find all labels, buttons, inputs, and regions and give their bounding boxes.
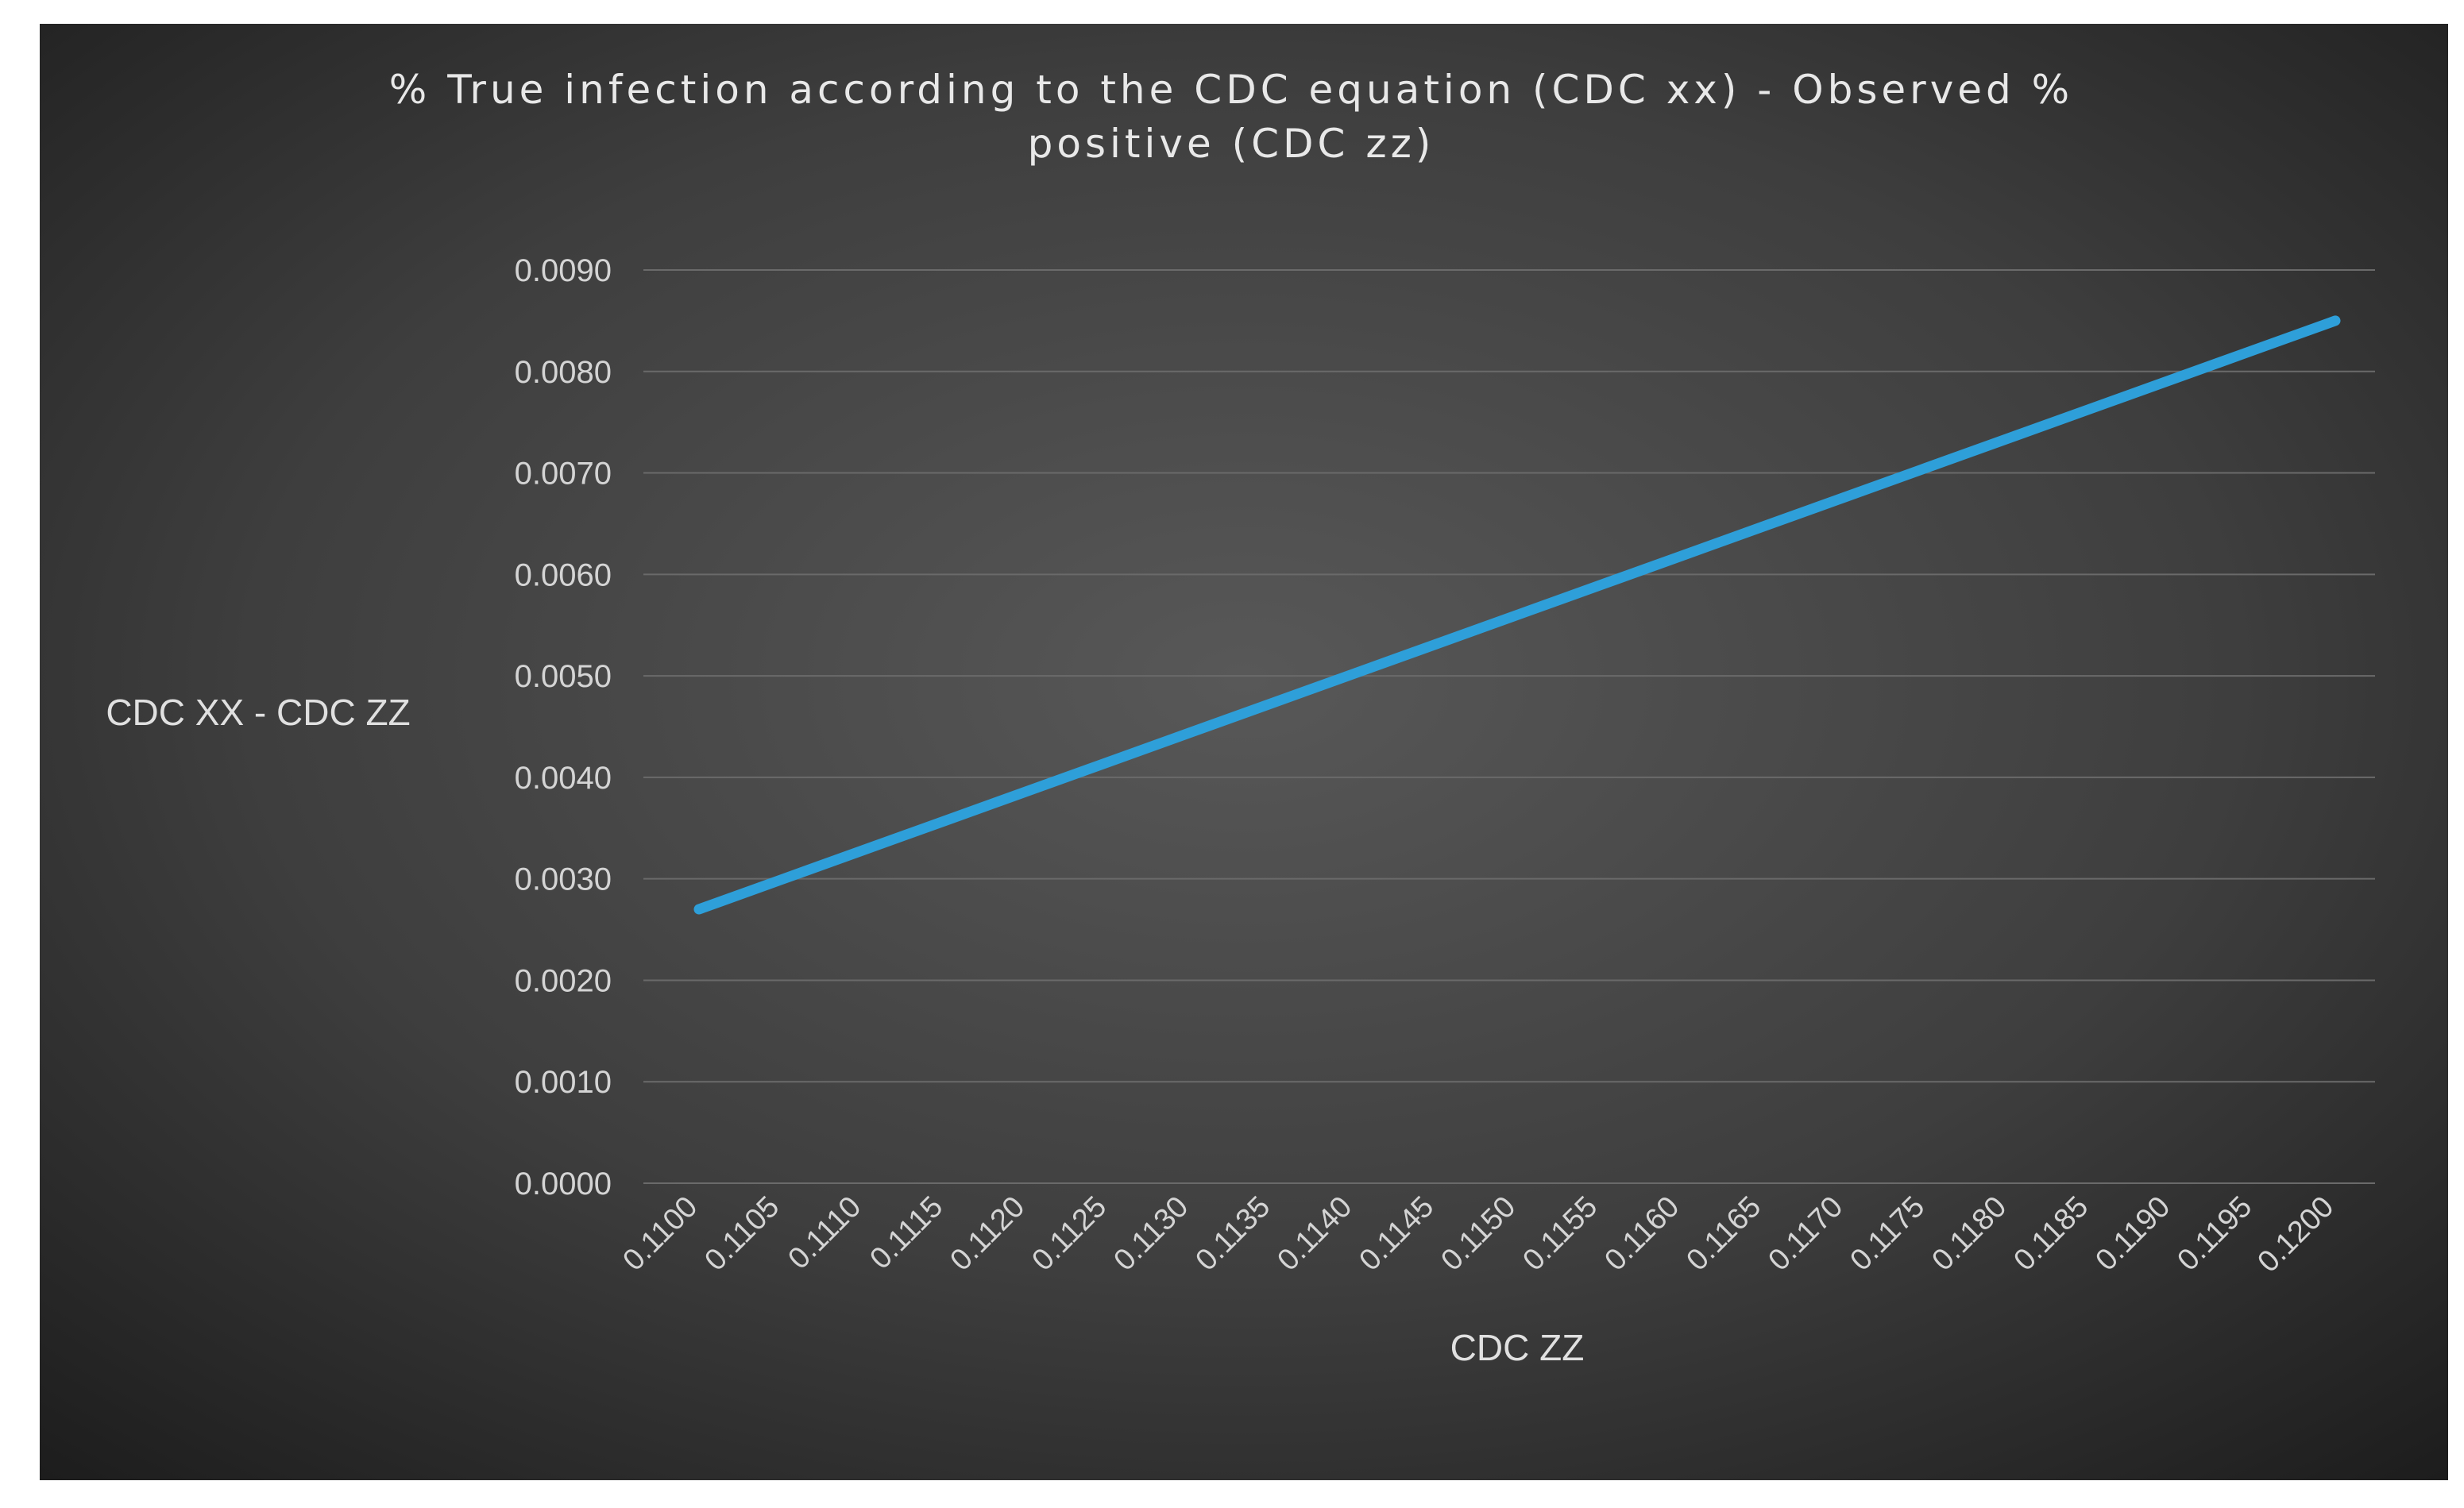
y-tick-label: 0.0060 <box>515 557 612 592</box>
y-tick-label: 0.0000 <box>515 1167 612 1201</box>
y-axis-ticks: 0.0000 0.0010 0.0020 0.0030 0.0040 0.0050 0.00… <box>515 253 612 1201</box>
y-tick-label: 0.0010 <box>515 1065 612 1100</box>
y-tick-label: 0.0040 <box>515 761 612 796</box>
chart-background <box>40 24 2448 1480</box>
y-tick-label: 0.0050 <box>515 659 612 694</box>
gridlines <box>643 269 2375 1184</box>
y-tick-label: 0.0090 <box>515 253 612 288</box>
chart-frame: % True infection according to the CDC eq… <box>40 24 2448 1480</box>
line-chart: % True infection according to the CDC eq… <box>40 24 2448 1480</box>
chart-title-line-2: positive (CDC zz) <box>1028 121 1435 167</box>
y-tick-label: 0.0070 <box>515 457 612 492</box>
series-line <box>693 315 2341 915</box>
y-tick-label: 0.0020 <box>515 963 612 998</box>
y-axis-title: CDC XX - CDC ZZ <box>106 692 410 733</box>
chart-title-line-1: % True infection according to the CDC eq… <box>389 67 2073 113</box>
x-axis-title: CDC ZZ <box>1450 1327 1585 1368</box>
series-group <box>693 315 2341 915</box>
y-tick-label: 0.0030 <box>515 862 612 897</box>
y-tick-label: 0.0080 <box>515 355 612 390</box>
